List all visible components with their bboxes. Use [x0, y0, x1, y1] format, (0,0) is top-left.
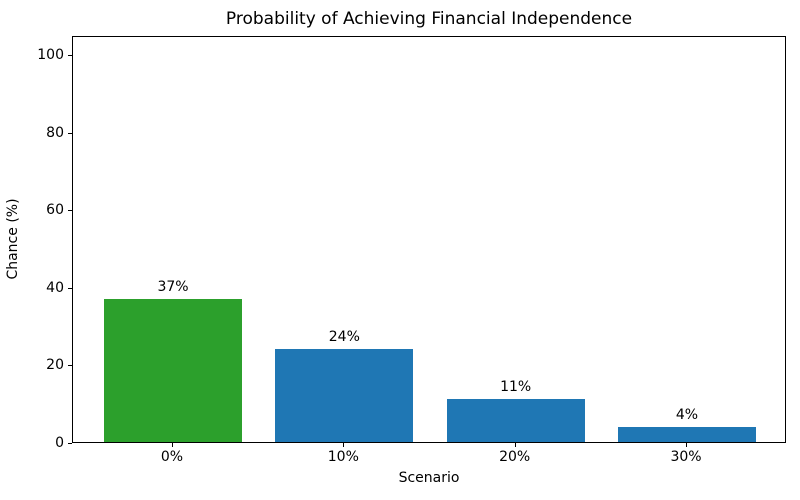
bar-value-label: 4% — [675, 406, 699, 423]
y-tick-mark — [68, 55, 72, 57]
x-tick-label: 10% — [327, 449, 359, 465]
y-tick-mark — [68, 132, 72, 134]
y-tick-mark — [68, 365, 72, 367]
y-tick-mark — [68, 443, 72, 444]
bar-0% — [104, 298, 242, 442]
x-tick-mark — [343, 443, 345, 447]
plot-area: 37% 24% 11% 4% — [72, 36, 786, 443]
y-tick-label: 20 — [46, 357, 64, 374]
bar-10% — [275, 348, 414, 442]
x-tick-label: 20% — [499, 449, 531, 465]
x-tick-label: 30% — [670, 449, 702, 465]
x-axis-label: Scenario — [398, 470, 460, 486]
bar-30% — [618, 426, 756, 442]
y-tick-mark — [68, 210, 72, 212]
x-tick-mark — [686, 443, 687, 447]
bar-value-label: 11% — [500, 379, 532, 396]
bar-value-label: 24% — [328, 328, 360, 345]
bar-value-label: 37% — [157, 278, 189, 295]
y-tick-label: 0 — [55, 435, 64, 451]
y-axis-label: Chance (%) — [5, 198, 21, 280]
y-tick-label: 60 — [46, 202, 64, 219]
y-tick-mark — [68, 287, 72, 289]
x-tick-mark — [172, 443, 173, 447]
x-tick-mark — [514, 443, 516, 447]
bar-20% — [446, 399, 585, 442]
y-tick-label: 100 — [37, 47, 64, 64]
y-tick-label: 80 — [46, 124, 64, 141]
y-tick-label: 40 — [46, 279, 64, 296]
chart-title: Probability of Achieving Financial Indep… — [225, 9, 633, 29]
x-tick-label: 0% — [160, 449, 184, 465]
